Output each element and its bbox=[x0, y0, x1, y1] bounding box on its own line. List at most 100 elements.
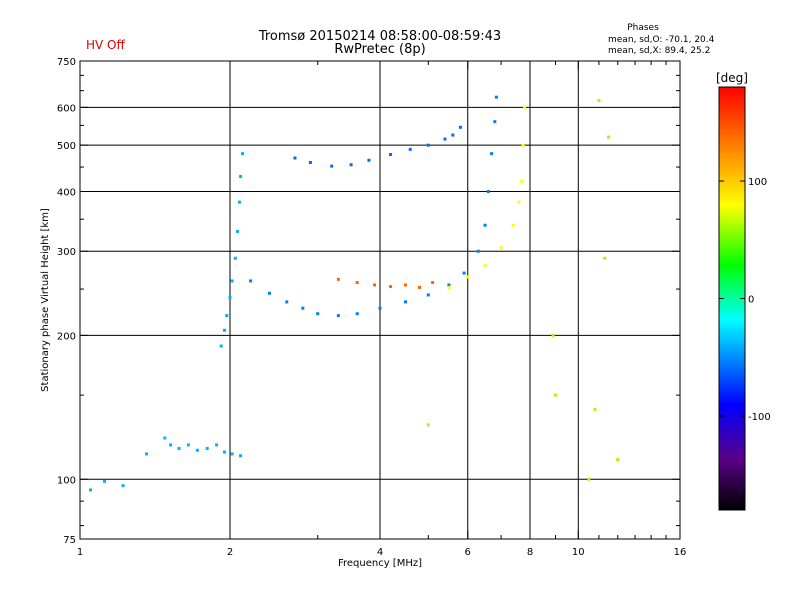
data-point bbox=[520, 179, 524, 183]
data-point bbox=[186, 443, 190, 447]
data-point bbox=[447, 283, 451, 287]
data-point bbox=[443, 137, 447, 141]
colorbar-label: [deg] bbox=[716, 71, 748, 85]
data-point bbox=[493, 120, 497, 124]
data-point bbox=[145, 452, 149, 456]
colorbar-tick-label: 0 bbox=[748, 295, 754, 306]
data-point bbox=[367, 158, 371, 162]
data-point bbox=[225, 314, 229, 318]
data-point bbox=[511, 223, 515, 227]
data-point bbox=[230, 452, 234, 456]
data-point bbox=[603, 256, 607, 260]
data-point bbox=[336, 277, 340, 281]
x-tick-label: 10 bbox=[572, 547, 585, 558]
data-point bbox=[483, 264, 487, 268]
data-point bbox=[205, 446, 209, 450]
data-point bbox=[417, 285, 421, 289]
data-point bbox=[293, 156, 297, 160]
x-axis-ticks: 1 2 4 6 8 10 16 bbox=[77, 61, 686, 558]
y-tick-label: 750 bbox=[57, 57, 76, 68]
y-tick-label: 100 bbox=[57, 475, 76, 486]
data-point bbox=[431, 281, 435, 285]
data-point bbox=[486, 189, 490, 193]
x-tick-label: 2 bbox=[227, 547, 233, 558]
data-point bbox=[215, 443, 219, 447]
data-point bbox=[238, 200, 242, 204]
data-point bbox=[308, 160, 312, 164]
data-point bbox=[451, 133, 455, 137]
x-tick-label: 1 bbox=[77, 547, 83, 558]
chart-subtitle: RwPretec (8p) bbox=[334, 42, 425, 57]
data-point bbox=[195, 448, 199, 452]
data-point bbox=[301, 306, 305, 310]
data-point bbox=[458, 125, 462, 129]
y-axis-ticks: 75 100 200 300 400 500 600 750 bbox=[57, 57, 680, 546]
data-point bbox=[499, 246, 503, 250]
data-point bbox=[103, 479, 107, 483]
y-tick-label: 500 bbox=[57, 141, 76, 152]
data-point bbox=[426, 423, 430, 427]
data-point bbox=[285, 300, 289, 304]
data-point bbox=[241, 152, 245, 156]
grid-lines bbox=[80, 61, 680, 539]
data-point bbox=[616, 457, 620, 461]
data-point bbox=[607, 135, 611, 139]
data-point bbox=[267, 291, 271, 295]
y-tick-label: 400 bbox=[57, 187, 76, 198]
x-tick-label: 6 bbox=[465, 547, 471, 558]
data-point bbox=[553, 393, 557, 397]
data-point bbox=[239, 454, 243, 458]
y-tick-label: 300 bbox=[57, 247, 76, 258]
data-point bbox=[462, 271, 466, 275]
data-point bbox=[551, 333, 555, 337]
y-tick-label: 75 bbox=[63, 535, 76, 546]
y-tick-label: 200 bbox=[57, 331, 76, 342]
data-point bbox=[235, 229, 239, 233]
colorbar-tick-label: 100 bbox=[748, 177, 767, 188]
data-point bbox=[521, 143, 525, 147]
data-point bbox=[494, 95, 498, 99]
data-point bbox=[593, 407, 597, 411]
data-point bbox=[249, 279, 253, 283]
data-point bbox=[389, 153, 393, 157]
data-point bbox=[426, 293, 430, 297]
colorbar-tick-label: -100 bbox=[748, 412, 771, 423]
data-point bbox=[597, 99, 601, 103]
data-point bbox=[447, 285, 451, 289]
data-point bbox=[349, 163, 353, 167]
data-point bbox=[230, 279, 234, 283]
data-point bbox=[490, 152, 494, 156]
data-point bbox=[239, 174, 243, 178]
data-point bbox=[483, 223, 487, 227]
data-point bbox=[355, 312, 359, 316]
data-point bbox=[163, 436, 167, 440]
data-point bbox=[517, 200, 521, 204]
x-axis-label: Frequency [MHz] bbox=[338, 558, 422, 569]
data-point bbox=[355, 281, 359, 285]
data-point bbox=[466, 275, 470, 279]
data-point bbox=[121, 484, 125, 488]
stats-title: Phases bbox=[627, 23, 659, 33]
data-point bbox=[373, 283, 377, 287]
data-point bbox=[426, 143, 430, 147]
stats-x-mode: mean, sd,X: 89.4, 25.2 bbox=[608, 46, 710, 56]
chart-title: Tromsø 20150214 08:58:00-08:59:43 bbox=[258, 29, 501, 44]
hv-status-label: HV Off bbox=[86, 38, 125, 52]
data-point bbox=[228, 296, 232, 300]
data-point bbox=[233, 256, 237, 260]
data-point bbox=[223, 450, 227, 454]
data-point bbox=[378, 306, 382, 310]
data-point bbox=[408, 147, 412, 151]
data-point bbox=[177, 446, 181, 450]
data-point bbox=[219, 344, 223, 348]
scatter-points bbox=[89, 95, 620, 492]
data-point bbox=[316, 312, 320, 316]
data-point bbox=[330, 164, 334, 168]
x-tick-label: 4 bbox=[377, 547, 383, 558]
data-point bbox=[89, 488, 93, 492]
data-point bbox=[403, 300, 407, 304]
stats-o-mode: mean, sd,O: -70.1, 20.4 bbox=[608, 35, 715, 45]
data-point bbox=[169, 443, 173, 447]
data-point bbox=[336, 314, 340, 318]
